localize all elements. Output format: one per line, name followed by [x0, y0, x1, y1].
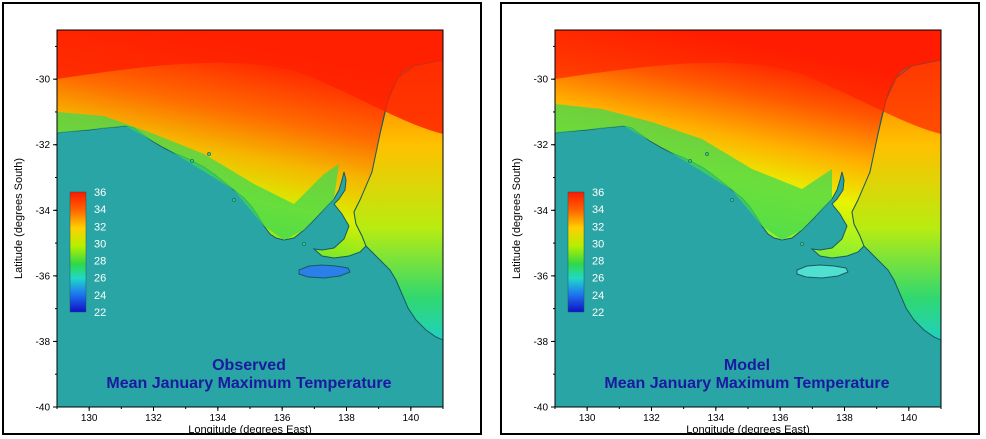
x-axis-title: Longitude (degrees East) [188, 424, 312, 433]
y-tick-label: -40 [36, 403, 51, 414]
y-tick-label: -34 [36, 206, 51, 217]
x-tick-label: 138 [338, 413, 355, 424]
x-axis-title: Longitude (degrees East) [686, 424, 810, 433]
legend-value-label: 28 [94, 256, 106, 268]
map-plot-area [555, 30, 941, 407]
temperature-legend-colorbar [567, 191, 585, 313]
legend-value-label: 30 [592, 238, 604, 250]
legend-value-label: 24 [592, 290, 604, 302]
coastal-cool-band [57, 112, 339, 240]
hot-region-overlay [555, 30, 941, 134]
x-tick-label: 132 [145, 413, 162, 424]
legend-value-label: 36 [94, 187, 106, 199]
small-island [705, 152, 709, 156]
legend-value-label: 24 [94, 290, 106, 302]
y-tick-label: -36 [534, 271, 549, 282]
small-island [800, 242, 804, 246]
x-tick-label: 140 [900, 413, 917, 424]
x-tick-label: 130 [579, 413, 596, 424]
legend-value-label: 26 [94, 273, 106, 285]
legend-value-label: 32 [94, 221, 106, 233]
legend-value-label: 22 [94, 307, 106, 319]
coastal-cool-band [555, 104, 832, 240]
x-tick-label: 134 [209, 413, 226, 424]
y-tick-label: -32 [534, 140, 549, 151]
y-tick-label: -32 [36, 140, 51, 151]
kangaroo-island [796, 264, 849, 279]
model-map-figure: 130 132 134 136 138 140 -30 -32 -34 -36 -38 -40 Long… [511, 29, 942, 433]
eastern-land-area [353, 59, 443, 341]
y-tick-label: -34 [534, 206, 549, 217]
x-tick-label: 136 [274, 413, 291, 424]
x-tick-label: 138 [836, 413, 853, 424]
observed-map-figure: 130 132 134 136 138 140 -30 -32 -34 -36 -38 -40 Long… [13, 29, 444, 433]
legend-value-label: 32 [592, 221, 604, 233]
map-title-line1: Observed [212, 357, 286, 374]
y-tick-label: -30 [534, 75, 549, 86]
observed-map-panel: 130 132 134 136 138 140 -30 -32 -34 -36 -38 -40 Long… [2, 2, 482, 435]
legend-value-label: 36 [592, 187, 604, 199]
y-axis-title: Latitude (degrees South) [13, 158, 25, 279]
x-tick-label: 140 [402, 413, 419, 424]
legend-value-label: 34 [592, 204, 604, 216]
small-island [190, 159, 194, 163]
legend-value-label: 30 [94, 238, 106, 250]
x-tick-label: 136 [772, 413, 789, 424]
map-title-line2: Mean January Maximum Temperature [604, 375, 889, 392]
eastern-land-area [851, 59, 941, 341]
kangaroo-island [298, 264, 351, 279]
small-island [688, 159, 692, 163]
hot-region-overlay [57, 30, 443, 134]
small-island [207, 152, 211, 156]
y-tick-label: -30 [36, 75, 51, 86]
model-map-panel: 130 132 134 136 138 140 -30 -32 -34 -36 -38 -40 Long… [500, 2, 980, 435]
y-tick-label: -36 [36, 271, 51, 282]
map-title-line1: Model [724, 357, 770, 374]
legend-value-label: 34 [94, 204, 106, 216]
temperature-legend-colorbar [69, 191, 87, 313]
small-island [730, 198, 734, 202]
y-tick-label: -38 [36, 337, 51, 348]
y-tick-label: -40 [534, 403, 549, 414]
legend-value-label: 26 [592, 273, 604, 285]
x-tick-label: 134 [707, 413, 724, 424]
legend-value-label: 28 [592, 256, 604, 268]
small-island [232, 198, 236, 202]
map-plot-area [57, 30, 443, 407]
y-axis-title: Latitude (degrees South) [511, 158, 523, 279]
y-tick-label: -38 [534, 337, 549, 348]
small-island [302, 242, 306, 246]
x-tick-label: 130 [81, 413, 98, 424]
map-title-line2: Mean January Maximum Temperature [106, 375, 391, 392]
legend-value-label: 22 [592, 307, 604, 319]
x-tick-label: 132 [643, 413, 660, 424]
